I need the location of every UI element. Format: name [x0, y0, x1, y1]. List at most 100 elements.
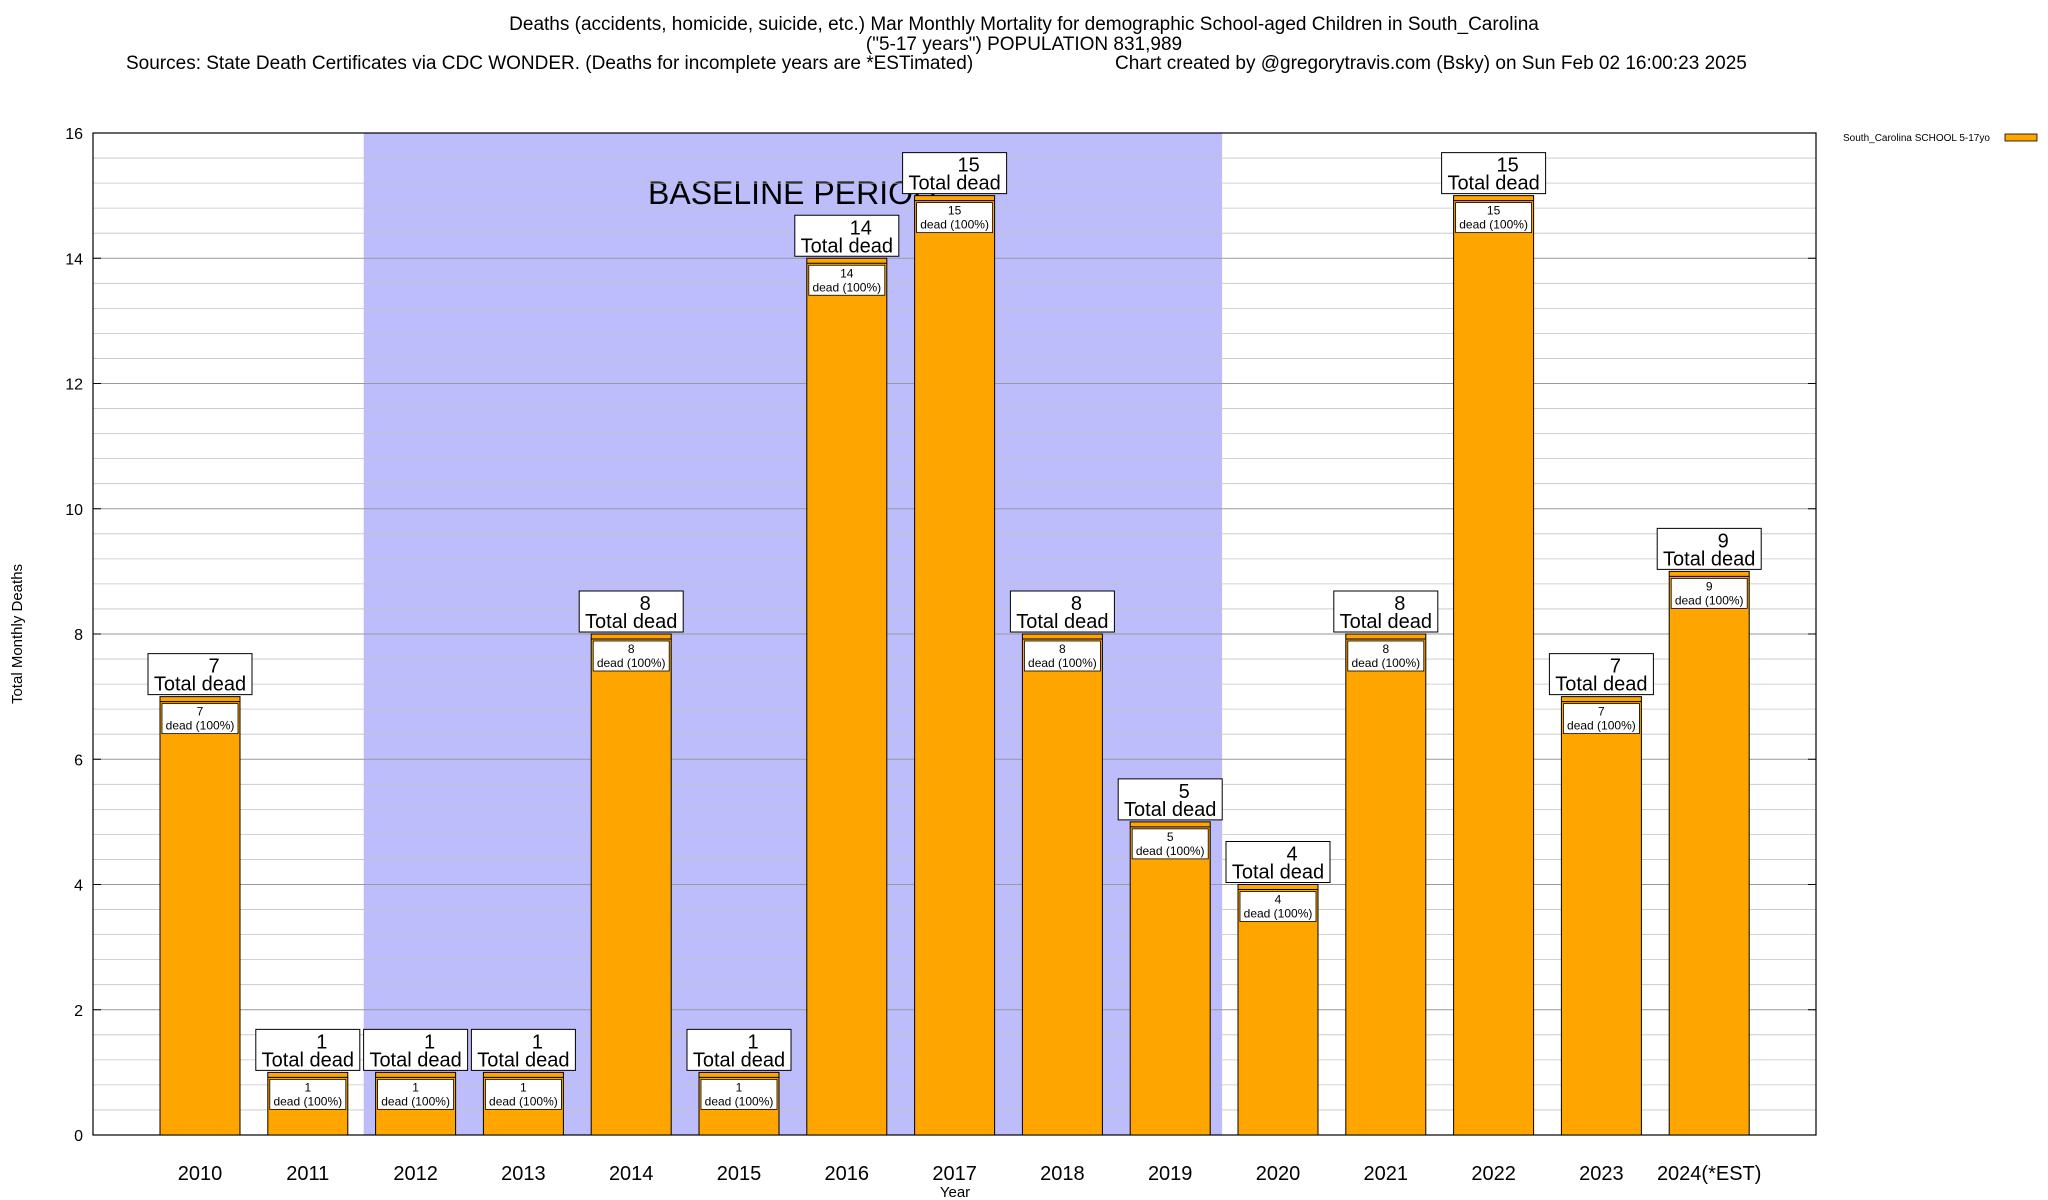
inner-label-box [161, 703, 239, 735]
x-tick-label: 2019 [1148, 1163, 1193, 1185]
y-tick-label: 6 [74, 752, 83, 769]
total-label-box [363, 1028, 469, 1071]
total-label-value: 15 [957, 155, 979, 177]
inner-label-text: dead (100%) [273, 1094, 342, 1108]
inner-label-box [1670, 577, 1748, 609]
inner-label-value: 14 [840, 266, 854, 280]
total-label-value: 1 [424, 1031, 435, 1053]
inner-label-value: 8 [1059, 642, 1066, 656]
total-label-value: 15 [1496, 155, 1518, 177]
x-tick-label: 2021 [1364, 1163, 1409, 1185]
y-tick-label: 10 [65, 502, 83, 519]
bar [1345, 633, 1427, 1136]
inner-label-value: 8 [628, 642, 635, 656]
total-label-text: Total dead [1663, 548, 1755, 570]
bar [1453, 195, 1535, 1136]
total-label-text: Total dead [154, 674, 246, 696]
inner-label-text: dead (100%) [1244, 907, 1313, 921]
inner-label-box [484, 1078, 562, 1110]
x-tick-label: 2023 [1579, 1163, 1624, 1185]
total-label-text: Total dead [1232, 862, 1324, 884]
total-label-value: 8 [1071, 593, 1082, 615]
inner-label-value: 5 [1167, 830, 1174, 844]
legend-swatch [2004, 133, 2038, 142]
inner-label-box [269, 1078, 347, 1110]
legend-label: South_Carolina SCHOOL 5-17yo [1843, 133, 1990, 144]
bar [806, 257, 888, 1136]
y-tick-label: 8 [74, 627, 83, 644]
total-label-text: Total dead [1340, 611, 1432, 633]
chart-credit: Chart created by @gregorytravis.com (Bsk… [1115, 53, 1747, 74]
x-axis-title: Year [940, 1184, 970, 1200]
total-label-text: Total dead [1124, 799, 1216, 821]
inner-label-text: dead (100%) [920, 218, 989, 232]
total-label-text: Total dead [693, 1049, 785, 1071]
bar [590, 633, 672, 1136]
total-label-value: 8 [640, 593, 651, 615]
inner-label-box [700, 1078, 778, 1110]
inner-label-box [1347, 640, 1425, 672]
total-label-box [902, 152, 1008, 195]
total-label-text: Total dead [1555, 674, 1647, 696]
y-tick-label: 14 [65, 251, 83, 268]
total-label-box [470, 1028, 576, 1071]
total-label-box [1441, 152, 1547, 195]
total-label-value: 1 [532, 1031, 543, 1053]
chart-title: Deaths (accidents, homicide, suicide, et… [509, 14, 1539, 35]
inner-label-text: dead (100%) [705, 1094, 774, 1108]
y-axis-title: Total Monthly Deaths [9, 564, 26, 704]
chart-subtitle: ("5-17 years") POPULATION 831,989 [865, 34, 1183, 55]
x-tick-label: 2017 [932, 1163, 977, 1185]
inner-label-text: dead (100%) [1028, 656, 1097, 670]
x-tick-label: 2012 [393, 1163, 438, 1185]
x-tick-label: 2015 [717, 1163, 762, 1185]
inner-label-text: dead (100%) [812, 280, 881, 294]
inner-label-value: 8 [1382, 642, 1389, 656]
bar [1237, 884, 1319, 1136]
inner-label-text: dead (100%) [381, 1094, 450, 1108]
x-tick-label: 2024(*EST) [1657, 1163, 1762, 1185]
total-label-value: 14 [850, 217, 872, 239]
x-tick-label: 2016 [825, 1163, 870, 1185]
inner-label-box [808, 264, 886, 296]
total-label-text: Total dead [369, 1049, 461, 1071]
total-label-box [1656, 527, 1762, 570]
inner-label-value: 1 [304, 1080, 311, 1094]
inner-label-box [377, 1078, 455, 1110]
total-label-box [1548, 653, 1654, 696]
inner-label-text: dead (100%) [1675, 593, 1744, 607]
total-label-box [147, 653, 253, 696]
y-tick-label: 4 [74, 878, 83, 895]
total-label-value: 7 [1610, 656, 1621, 678]
inner-label-box [1131, 828, 1209, 860]
total-label-text: Total dead [477, 1049, 569, 1071]
inner-label-text: dead (100%) [1351, 656, 1420, 670]
bar [914, 195, 996, 1136]
x-tick-label: 2013 [501, 1163, 546, 1185]
total-label-text: Total dead [1447, 173, 1539, 195]
total-label-box [794, 214, 900, 257]
baseline-period-label: BASELINE PERIOD [648, 175, 936, 211]
x-tick-label: 2010 [178, 1163, 223, 1185]
inner-label-box [592, 640, 670, 672]
x-tick-label: 2020 [1256, 1163, 1301, 1185]
x-tick-label: 2022 [1471, 1163, 1516, 1185]
inner-label-value: 15 [1487, 204, 1501, 218]
total-label-box [1009, 590, 1115, 633]
inner-label-value: 1 [520, 1080, 527, 1094]
bar [1021, 633, 1103, 1136]
inner-label-text: dead (100%) [489, 1094, 558, 1108]
inner-label-box [1455, 202, 1532, 234]
total-label-value: 4 [1286, 844, 1297, 866]
inner-label-value: 1 [736, 1080, 743, 1094]
bar [159, 696, 241, 1136]
bar [1560, 696, 1642, 1136]
inner-label-text: dead (100%) [1459, 218, 1528, 232]
total-label-value: 8 [1394, 593, 1405, 615]
total-label-box [686, 1028, 792, 1071]
inner-label-value: 1 [412, 1080, 419, 1094]
total-label-text: Total dead [908, 173, 1000, 195]
y-tick-label: 12 [65, 377, 83, 394]
inner-label-value: 7 [1598, 705, 1605, 719]
